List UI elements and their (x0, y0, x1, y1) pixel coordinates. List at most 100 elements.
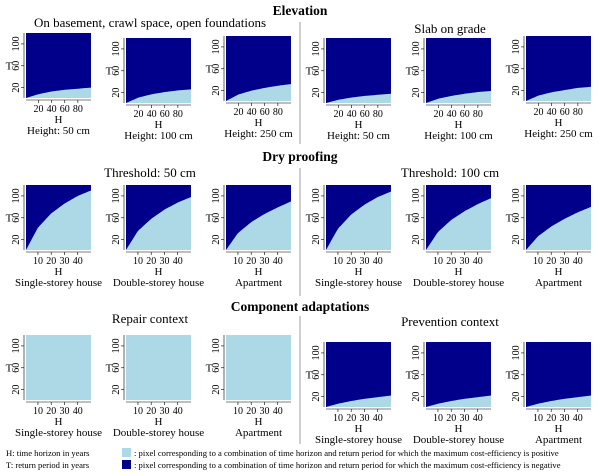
x-tick-label: 30 (159, 256, 169, 267)
x-tick-label: 20 (46, 256, 56, 267)
x-axis-label: H (255, 416, 263, 428)
y-axis-label: T (206, 363, 213, 375)
y-tick-label: 100 (11, 36, 22, 51)
subtitle-threshold-50: Threshold: 50 cm (104, 165, 196, 180)
x-tick-label: 10 (133, 406, 143, 417)
x-tick-label: 20 (546, 413, 556, 424)
y-tick-label: 60 (111, 363, 122, 373)
y-tick-label: 20 (111, 88, 122, 98)
legend-negative-text: : pixel corresponding to a combination o… (134, 460, 561, 470)
y-tick-label: 100 (311, 345, 322, 360)
y-tick-label: 100 (411, 41, 422, 56)
x-tick-label: 40 (173, 406, 183, 417)
subtitle-elevation-slab: Slab on grade (414, 21, 486, 36)
y-tick-label: 20 (511, 86, 522, 96)
x-tick-label: 60 (160, 109, 170, 120)
y-tick-label: 20 (111, 235, 122, 245)
legend: H: time horizon in years T: return perio… (6, 448, 561, 470)
x-tick-label: 40 (373, 413, 383, 424)
heatmap-negative-region (26, 33, 91, 98)
x-tick-label: 10 (33, 256, 43, 267)
x-tick-label: 30 (459, 256, 469, 267)
y-tick-label: 20 (511, 392, 522, 402)
y-tick-label: 20 (11, 385, 22, 395)
x-tick-label: 40 (247, 107, 257, 118)
heatmap-positive-region (226, 201, 291, 250)
panel-caption: Height: 50 cm (327, 130, 390, 142)
y-tick-label: 60 (11, 213, 22, 223)
heatmap-positive-region (426, 395, 491, 407)
panel-caption: Double-storey house (413, 434, 504, 446)
legend-h-definition: H: time horizon in years (6, 448, 90, 458)
x-tick-label: 30 (359, 413, 369, 424)
x-tick-label: 20 (433, 109, 443, 120)
y-tick-label: 60 (311, 370, 322, 380)
x-tick-label: 30 (259, 256, 269, 267)
panel-caption: Double-storey house (113, 427, 204, 439)
x-tick-label: 20 (33, 104, 43, 115)
x-axis-label: H (155, 416, 163, 428)
y-tick-label: 60 (111, 66, 122, 76)
y-tick-label: 100 (111, 188, 122, 203)
y-tick-label: 60 (411, 66, 422, 76)
x-tick-label: 20 (233, 107, 243, 118)
x-tick-label: 40 (573, 256, 583, 267)
heatmap-positive-region (26, 87, 91, 98)
x-axis-label: H (355, 423, 363, 435)
y-axis-label: T (106, 363, 113, 375)
x-tick-label: 20 (346, 413, 356, 424)
x-axis-label: H (55, 114, 63, 126)
x-tick-label: 30 (259, 406, 269, 417)
panel-caption: Height: 250 cm (224, 128, 293, 140)
y-axis-label: T (206, 64, 213, 76)
x-tick-label: 40 (47, 104, 57, 115)
y-tick-label: 20 (111, 385, 122, 395)
x-tick-label: 10 (533, 413, 543, 424)
x-tick-label: 30 (559, 413, 569, 424)
x-tick-label: 20 (446, 413, 456, 424)
x-tick-label: 40 (473, 256, 483, 267)
y-tick-label: 100 (411, 188, 422, 203)
x-tick-label: 40 (147, 109, 157, 120)
x-tick-label: 20 (246, 256, 256, 267)
y-tick-label: 100 (11, 338, 22, 353)
x-tick-label: 30 (59, 406, 69, 417)
heatmap-positive-region (326, 93, 391, 103)
x-tick-label: 10 (433, 256, 443, 267)
y-axis-label: T (206, 213, 213, 225)
y-tick-label: 20 (311, 392, 322, 402)
y-axis-label: T (6, 363, 13, 375)
x-tick-label: 20 (46, 406, 56, 417)
x-tick-label: 10 (333, 413, 343, 424)
y-tick-label: 100 (11, 188, 22, 203)
y-axis-label: T (106, 66, 113, 78)
heatmap-positive-region (526, 206, 591, 250)
x-tick-label: 60 (560, 107, 570, 118)
x-axis-label: H (55, 266, 63, 278)
panel-caption: Single-storey house (315, 277, 402, 289)
section-title-dry-proofing: Dry proofing (262, 149, 337, 164)
x-tick-label: 20 (533, 107, 543, 118)
y-tick-label: 20 (11, 235, 22, 245)
y-tick-label: 60 (211, 213, 222, 223)
x-tick-label: 60 (460, 109, 470, 120)
x-tick-label: 30 (559, 256, 569, 267)
x-axis-label: H (355, 119, 363, 131)
y-axis-label: T (306, 66, 313, 78)
x-tick-label: 40 (273, 256, 283, 267)
x-tick-label: 10 (233, 256, 243, 267)
y-tick-label: 60 (511, 370, 522, 380)
legend-positive-swatch (122, 448, 131, 457)
legend-negative-swatch (122, 460, 131, 469)
x-axis-label: H (455, 266, 463, 278)
x-tick-label: 40 (73, 256, 83, 267)
y-tick-label: 60 (211, 363, 222, 373)
x-tick-label: 40 (573, 413, 583, 424)
